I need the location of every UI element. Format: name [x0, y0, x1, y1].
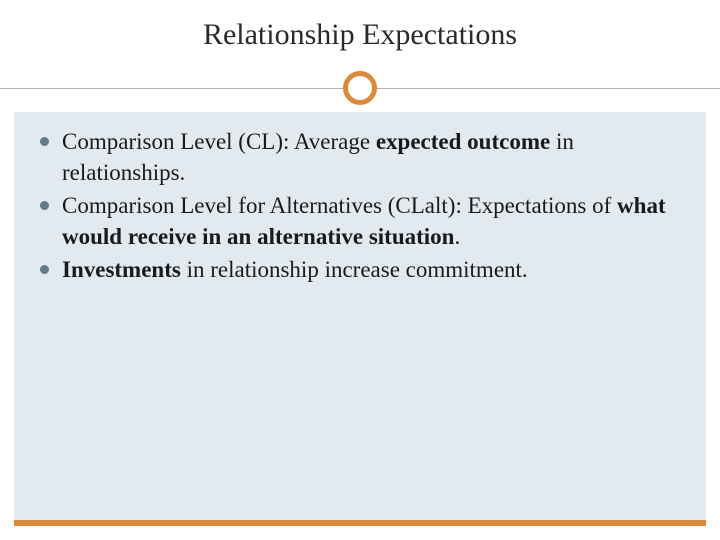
list-item: Investments in relationship increase com…	[40, 254, 686, 285]
title-area: Relationship Expectations	[0, 0, 720, 70]
text-bold: Investments	[62, 257, 181, 282]
text-pre: Comparison Level (CL): Average	[62, 129, 376, 154]
text-post: in relationship increase commitment.	[181, 257, 528, 282]
text-pre: Comparison Level for Alternatives (CLalt…	[62, 193, 617, 218]
slide: Relationship Expectations Comparison Lev…	[0, 0, 720, 540]
text-post: .	[454, 224, 460, 249]
content-box: Comparison Level (CL): Average expected …	[14, 112, 706, 526]
ring-icon	[343, 71, 377, 105]
list-item: Comparison Level for Alternatives (CLalt…	[40, 190, 686, 252]
list-item: Comparison Level (CL): Average expected …	[40, 126, 686, 188]
text-bold: expected outcome	[376, 129, 550, 154]
divider	[0, 70, 720, 106]
slide-title: Relationship Expectations	[0, 18, 720, 52]
bullet-list: Comparison Level (CL): Average expected …	[40, 126, 686, 285]
